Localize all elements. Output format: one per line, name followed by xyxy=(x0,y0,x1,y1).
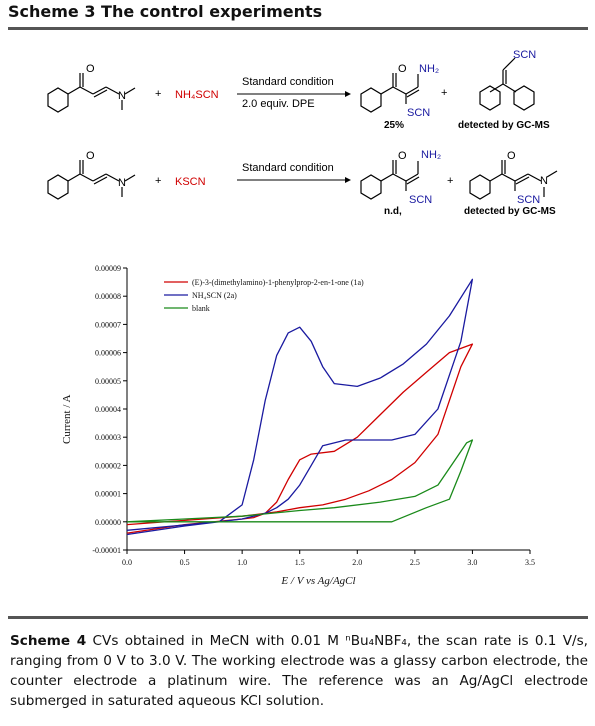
row2-side-n-label: N xyxy=(540,175,548,187)
x-axis-ticks: 0.0 0.5 1.0 1.5 2.0 2.5 3.0 3.5 xyxy=(122,550,535,567)
caption-text: CVs obtained in MeCN with 0.01 M ⁿBu₄NBF… xyxy=(10,633,588,709)
row2-nh2-label: NH₂ xyxy=(421,149,441,161)
legend-entry: (E)-3-(dimethylamino)-1-phenylprop-2-en-… xyxy=(192,278,364,287)
row1-side-scn-label: SCN xyxy=(513,49,536,61)
row1-condition-top: Standard condition xyxy=(242,76,334,88)
row1-reagent: NH₄SCN xyxy=(175,89,219,101)
scheme4-caption: Scheme 4 CVs obtained in MeCN with 0.01 … xyxy=(10,631,588,711)
x-tick-label: 0.5 xyxy=(180,558,190,567)
svg-text:O: O xyxy=(86,63,95,75)
y-tick-label: 0.00007 xyxy=(95,320,121,329)
row2-gcms-note: detected by GC-MS xyxy=(464,206,556,217)
y-tick-label: 0.00003 xyxy=(95,433,121,442)
row2-scn-label: SCN xyxy=(409,194,432,206)
legend-entry: blank xyxy=(192,304,210,313)
middle-rule xyxy=(8,616,588,619)
x-axis-label: E / V vs Ag/AgCl xyxy=(280,575,355,587)
row2-yield: n.d, xyxy=(384,206,402,217)
row1-yield: 25% xyxy=(384,120,404,131)
svg-text:O: O xyxy=(86,150,95,162)
row1-gcms-note: detected by GC-MS xyxy=(458,120,550,131)
row2-condition-top: Standard condition xyxy=(242,162,334,174)
row1-product: O NH₂ SCN xyxy=(360,63,439,119)
scheme3-title: Scheme 3 The control experiments xyxy=(8,2,323,21)
y-axis-ticks: -0.00001 0.00000 0.00001 0.00002 0.00003 0.00… xyxy=(92,264,127,555)
row1-starting-enaminone: O N xyxy=(47,63,136,113)
y-axis-label: Current / A xyxy=(61,394,73,444)
row1-side-product: SCN xyxy=(479,49,536,111)
series-line-3 xyxy=(126,439,474,523)
y-tick-label: 0.00004 xyxy=(95,405,121,414)
legend-entry: NH₄SCN (2a) xyxy=(192,291,237,300)
y-tick-label: 0.00002 xyxy=(95,461,121,470)
x-tick-label: 2.0 xyxy=(352,558,362,567)
x-tick-label: 2.5 xyxy=(410,558,420,567)
svg-text:O: O xyxy=(398,63,407,75)
row2-reagent: KSCN xyxy=(175,176,206,188)
row1-condition-bottom: 2.0 equiv. DPE xyxy=(242,98,315,110)
series-lines xyxy=(126,278,474,536)
y-tick-label: 0.00001 xyxy=(95,490,121,499)
y-tick-label: -0.00001 xyxy=(92,546,121,555)
row2-product: O NH₂ SCN xyxy=(360,149,441,206)
row2-side-product: O N SCN xyxy=(469,150,558,206)
row2-product-plus: + xyxy=(447,175,453,187)
x-tick-label: 3.5 xyxy=(525,558,535,567)
legend: (E)-3-(dimethylamino)-1-phenylprop-2-en-… xyxy=(164,278,364,313)
row1-scn-label: SCN xyxy=(407,107,430,119)
row1-nh2-label: NH₂ xyxy=(419,63,439,75)
row2-n-label: N xyxy=(118,177,126,189)
reaction-scheme: O N + NH₄SCN Standard condition 2.0 equi… xyxy=(47,49,558,217)
x-tick-label: 1.5 xyxy=(295,558,305,567)
cv-chart: -0.000010.000000.000010.000020.000030.00… xyxy=(61,264,535,587)
row1-plus: + xyxy=(155,88,161,100)
x-tick-label: 0.0 xyxy=(122,558,132,567)
svg-text:O: O xyxy=(507,150,516,162)
series-line-2 xyxy=(126,278,474,536)
row1-reaction-arrow xyxy=(237,91,351,97)
row2-reaction-arrow xyxy=(237,177,351,183)
y-tick-label: 0.00006 xyxy=(95,349,121,358)
row1-product-plus: + xyxy=(441,87,447,99)
row2-starting-enaminone: O N xyxy=(47,150,136,200)
series-line-1 xyxy=(126,343,474,534)
y-tick-label: 0.00000 xyxy=(95,518,121,527)
row2-plus: + xyxy=(155,175,161,187)
y-tick-label: 0.00008 xyxy=(95,292,121,301)
svg-text:O: O xyxy=(398,150,407,162)
y-tick-label: 0.00005 xyxy=(95,377,121,386)
x-tick-label: 1.0 xyxy=(237,558,247,567)
caption-label: Scheme 4 xyxy=(10,633,87,649)
y-tick-label: 0.00009 xyxy=(95,264,121,273)
top-rule xyxy=(8,27,588,30)
x-tick-label: 3.0 xyxy=(467,558,477,567)
row1-n-label: N xyxy=(118,90,126,102)
row2-side-scn-label: SCN xyxy=(517,194,540,206)
